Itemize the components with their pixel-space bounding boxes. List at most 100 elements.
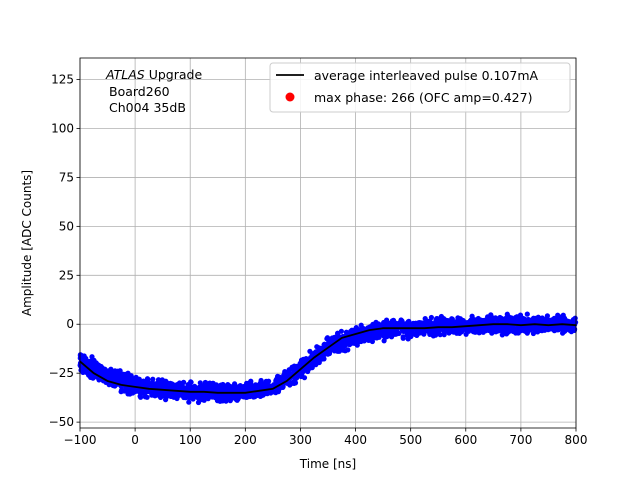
scatter-point	[234, 397, 240, 403]
scatter-point	[368, 330, 374, 336]
scatter-point	[500, 329, 506, 335]
scatter-point	[562, 328, 568, 334]
y-tick-label: 75	[59, 170, 74, 184]
legend-label-average: average interleaved pulse 0.107mA	[314, 68, 539, 83]
scatter-point	[396, 322, 402, 328]
scatter-point	[408, 331, 414, 337]
scatter-point	[144, 382, 150, 388]
scatter-point	[442, 317, 449, 323]
x-axis-ticks: −100 0 100 200 300 400 500 600 700 800	[64, 428, 588, 447]
plot-frame	[79, 57, 577, 429]
scatter-point	[367, 334, 373, 341]
x-tick-label: 800	[565, 433, 588, 447]
scatter-point	[369, 324, 375, 330]
scatter-point	[460, 327, 466, 333]
average-line-layer	[79, 323, 577, 394]
scatter-point	[183, 392, 189, 398]
scatter-point	[478, 320, 484, 326]
scatter-point	[131, 376, 137, 382]
scatter-point	[390, 331, 397, 337]
scatter-point	[186, 381, 193, 388]
scatter-point	[167, 380, 173, 386]
x-tick-label: 600	[454, 433, 477, 447]
scatter-point	[379, 332, 385, 338]
scatter-point	[234, 385, 240, 391]
scatter-point	[291, 380, 297, 386]
scatter-point	[142, 394, 148, 400]
scatter-point	[425, 327, 431, 334]
annotation-upgrade: Upgrade	[145, 67, 203, 82]
scatter-point	[195, 399, 202, 406]
scatter-point	[316, 345, 322, 351]
scatter-point	[109, 369, 115, 376]
scatter-point	[515, 325, 521, 331]
scatter-point	[383, 318, 389, 324]
scatter-point	[272, 388, 278, 394]
scatter-point	[354, 326, 360, 332]
scatter-point	[415, 320, 421, 326]
scatter-point	[381, 338, 387, 344]
scatter-point	[85, 361, 91, 367]
scatter-point	[138, 394, 144, 400]
scatter-point	[168, 393, 174, 399]
atlas-annotation: ATLAS Upgrade Board260 Ch004 35dB	[105, 67, 202, 115]
scatter-point	[260, 392, 266, 398]
scatter-point	[305, 368, 311, 375]
scatter-point	[495, 316, 501, 322]
annotation-board: Board260	[109, 84, 170, 99]
x-tick-label: 300	[289, 433, 312, 447]
scatter-point	[213, 384, 219, 390]
x-tick-label: 100	[179, 433, 202, 447]
scatter-point	[89, 354, 95, 360]
scatter-point	[118, 389, 124, 395]
scatter-point	[217, 392, 223, 398]
scatter-point	[530, 318, 536, 324]
scatter-point	[254, 392, 261, 398]
scatter-point	[311, 351, 317, 357]
scatter-point	[186, 399, 192, 405]
scatter-point	[538, 317, 544, 324]
scatter-point	[565, 318, 571, 324]
scatter-point	[276, 375, 282, 381]
scatter-point	[298, 362, 304, 368]
scatter-point	[350, 336, 356, 342]
scatter-point	[524, 311, 530, 317]
scatter-point	[201, 397, 207, 403]
scatter-point	[344, 338, 350, 344]
scatter-point	[116, 375, 122, 382]
scatter-point	[241, 394, 247, 400]
scatter-point	[455, 319, 461, 325]
scatter-point	[100, 371, 107, 377]
scatter-point	[480, 329, 486, 335]
svg-text:ATLAS Upgrade: ATLAS Upgrade	[105, 67, 202, 82]
scatter-point	[509, 324, 515, 330]
legend-label-max-phase: max phase: 266 (OFC amp=0.427)	[314, 90, 532, 105]
scatter-point	[201, 383, 207, 389]
scatter-point	[354, 342, 360, 348]
scatter-points	[77, 311, 579, 406]
scatter-point	[405, 336, 411, 342]
scatter-point	[252, 385, 258, 391]
scatter-point	[221, 383, 227, 389]
scatter-point	[505, 330, 511, 336]
scatter-point	[449, 316, 455, 322]
scatter-point	[158, 394, 164, 400]
x-tick-label: 700	[509, 433, 532, 447]
y-tick-label: 125	[51, 73, 74, 87]
scatter-point	[205, 381, 211, 388]
scatter-point	[375, 331, 381, 337]
scatter-point	[291, 363, 297, 369]
scatter-point	[572, 315, 578, 321]
legend: average interleaved pulse 0.107mA max ph…	[269, 62, 571, 113]
scatter-point	[521, 316, 527, 322]
y-tick-label: 100	[51, 121, 74, 135]
scatter-point	[438, 320, 444, 326]
scatter-point	[257, 385, 263, 391]
scatter-point	[485, 316, 491, 322]
scatter-point	[511, 316, 517, 323]
scatter-point	[112, 383, 118, 389]
scatter-point	[227, 383, 233, 389]
scatter-point	[341, 342, 347, 348]
y-axis-ticks: −50 −25 0 25 50 75 100 125	[49, 73, 80, 429]
